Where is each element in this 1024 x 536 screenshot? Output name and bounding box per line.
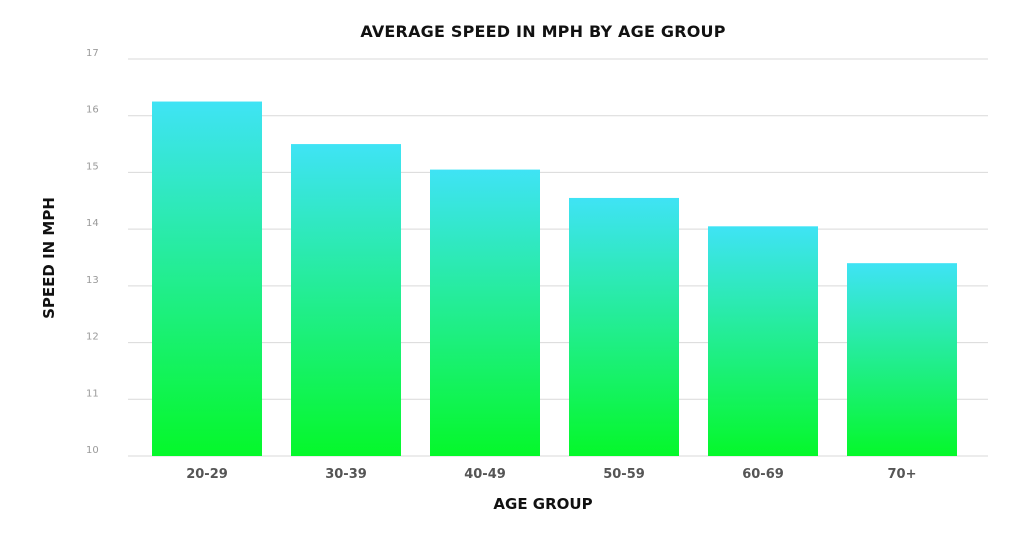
bar-20-29	[152, 101, 262, 457]
x-axis-label: AGE GROUP	[493, 495, 592, 513]
x-tick-label: 60-69	[742, 467, 784, 482]
bar-60-69	[708, 226, 818, 456]
y-tick-label: 12	[86, 332, 99, 343]
y-tick-label: 17	[86, 48, 99, 59]
chart-title: AVERAGE SPEED IN MPH BY AGE GROUP	[360, 22, 725, 41]
x-tick-label: 30-39	[325, 467, 367, 482]
y-tick-labels: 10 11 12 13 14 15 16 17	[86, 48, 99, 456]
y-tick-label: 11	[86, 388, 99, 399]
y-tick-label: 16	[86, 105, 99, 116]
gridlines	[128, 58, 988, 457]
y-tick-label: 15	[86, 161, 99, 172]
x-tick-label: 70+	[888, 467, 917, 482]
x-tick-label: 50-59	[603, 467, 645, 482]
bars	[152, 101, 957, 457]
bar-30-39	[291, 144, 401, 457]
x-tick-labels: 20-29 30-39 40-49 50-59 60-69 70+	[186, 467, 916, 482]
x-tick-label: 20-29	[186, 467, 228, 482]
y-axis-label: SPEED IN MPH	[40, 197, 58, 319]
bar-50-59	[569, 197, 679, 456]
y-tick-label: 13	[86, 275, 99, 286]
y-tick-label: 14	[86, 218, 99, 229]
bar-40-49	[430, 169, 540, 457]
x-tick-label: 40-49	[464, 467, 506, 482]
y-tick-label: 10	[86, 445, 99, 456]
bar-70+	[847, 263, 957, 456]
